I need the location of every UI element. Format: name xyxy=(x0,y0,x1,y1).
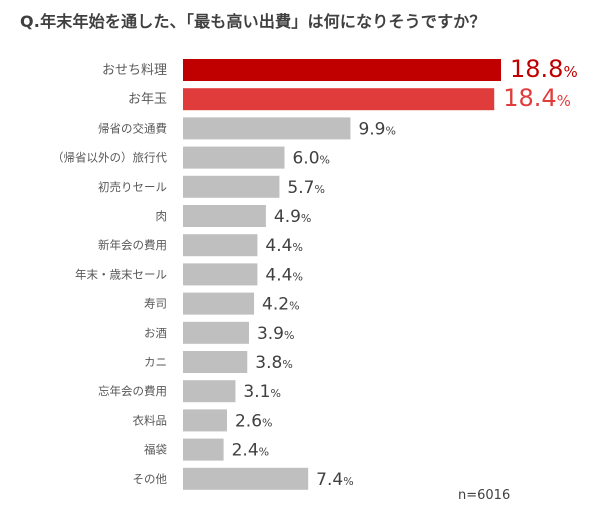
bar xyxy=(183,117,351,140)
category-label: 忘年会の費用 xyxy=(98,384,167,398)
bar xyxy=(183,380,236,403)
bar xyxy=(183,438,224,461)
category-label: 福袋 xyxy=(144,443,167,457)
value-label: 4.2% xyxy=(262,295,300,315)
category-label: お酒 xyxy=(144,326,167,340)
chart-title: Q.年末年始を通した、「最も高い出費」は何になりそうですか？ xyxy=(20,12,486,31)
bar xyxy=(183,175,280,198)
bar xyxy=(183,88,495,111)
category-label: 新年会の費用 xyxy=(98,238,167,252)
value-label: 6.0% xyxy=(292,149,330,169)
value-label: 9.9% xyxy=(358,119,396,139)
category-label: 肉 xyxy=(156,209,168,223)
category-label: おせち料理 xyxy=(102,63,167,78)
value-label: 18.8% xyxy=(510,55,578,83)
value-label: 2.4% xyxy=(232,441,270,461)
category-label: 衣料品 xyxy=(133,413,168,427)
value-label: 3.1% xyxy=(243,382,280,402)
bar xyxy=(183,467,309,490)
bar xyxy=(183,263,258,286)
bar xyxy=(183,409,227,432)
category-label: カニ xyxy=(144,355,167,369)
category-label: お年玉 xyxy=(128,92,167,107)
category-label: その他 xyxy=(133,472,168,486)
bar xyxy=(183,59,501,81)
category-label: 年末・歳末セール xyxy=(75,267,167,281)
bar xyxy=(183,146,285,169)
category-label: 初売りセール xyxy=(98,180,167,194)
bar xyxy=(183,321,249,344)
value-label: 4.4% xyxy=(265,265,303,285)
category-label: （帰省以外の）旅行代 xyxy=(52,151,167,165)
value-label: 3.9% xyxy=(257,324,295,344)
value-label: 3.8% xyxy=(255,353,293,373)
sample-size-note: n=6016 xyxy=(458,488,511,503)
value-label: 4.4% xyxy=(265,236,303,256)
bar xyxy=(183,351,248,373)
value-label: 18.4% xyxy=(503,84,571,112)
value-label: 2.6% xyxy=(235,411,273,431)
bar xyxy=(183,205,266,227)
value-label: 4.9% xyxy=(274,207,312,227)
bar xyxy=(183,234,258,257)
category-label: 寿司 xyxy=(144,297,167,311)
value-label: 7.4% xyxy=(316,470,354,490)
category-label: 帰省の交通費 xyxy=(98,121,167,135)
bar xyxy=(183,292,255,315)
value-label: 5.7% xyxy=(287,178,325,198)
